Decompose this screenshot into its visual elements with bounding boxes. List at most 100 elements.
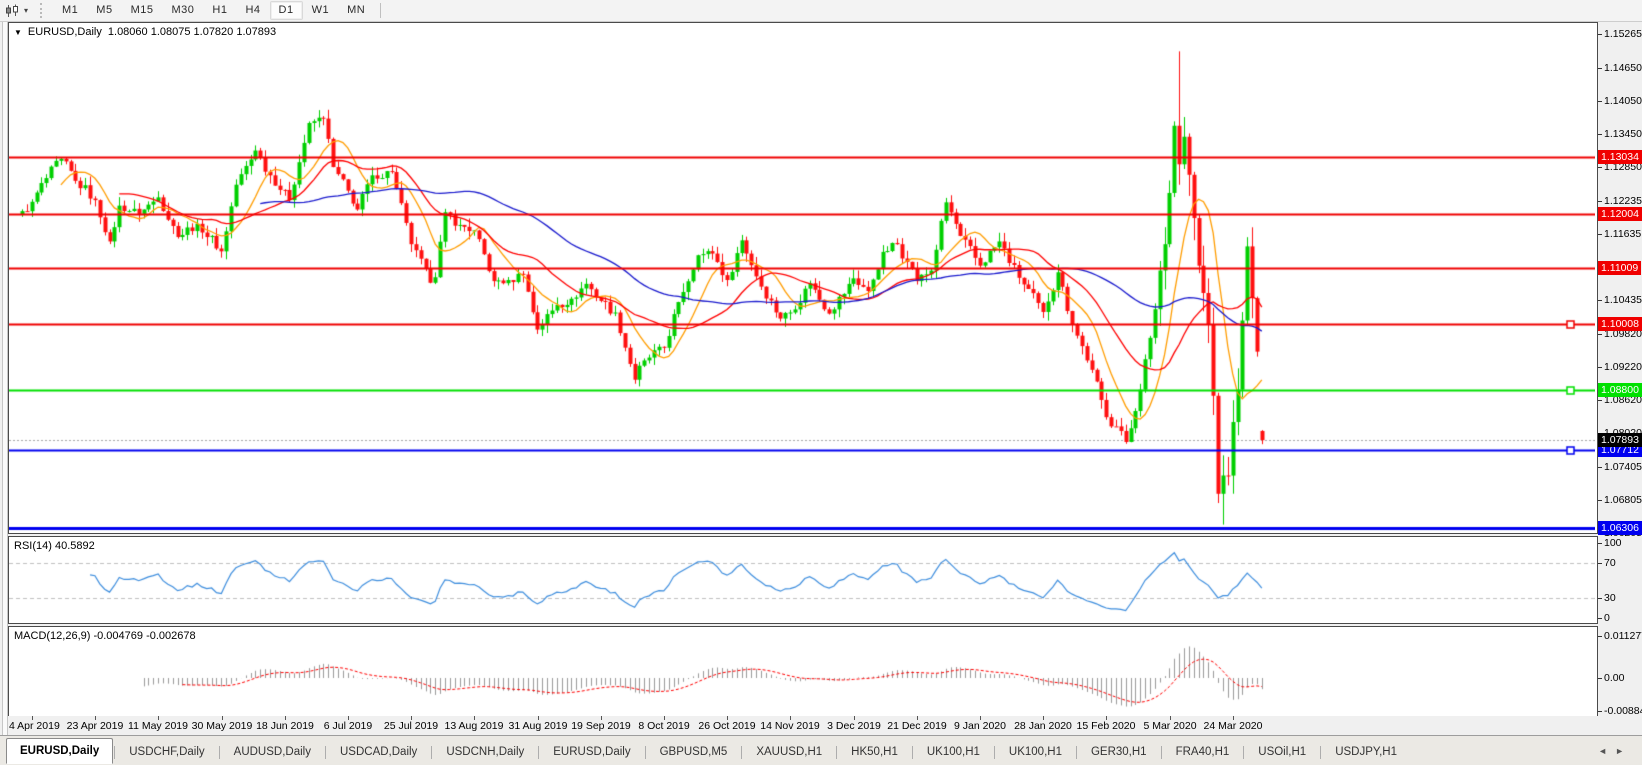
date-label: 31 Aug 2019 xyxy=(508,720,568,732)
chart-tab-uk100-h1[interactable]: UK100,H1 xyxy=(926,746,980,758)
tab-separator xyxy=(431,746,433,759)
tab-separator xyxy=(836,746,838,759)
date-label: 3 Dec 2019 xyxy=(827,720,881,732)
chart-tab-usdcnh-daily[interactable]: USDCNH,Daily xyxy=(446,746,525,758)
tab-separator xyxy=(1160,746,1162,759)
chart-symbol-label: EURUSD,Daily xyxy=(27,26,102,38)
chart-tab-usdjpy-h1[interactable]: USDJPY,H1 xyxy=(1335,746,1397,758)
date-tick-mark xyxy=(917,716,918,720)
chart-tab-hk50-h1[interactable]: HK50,H1 xyxy=(851,746,898,758)
tab-separator xyxy=(911,746,913,759)
date-tick-mark xyxy=(285,716,286,720)
timeframe-toolbar: ▾ M1 M5 M15 M30 H1 H4 D1 W1 MN xyxy=(0,0,1642,22)
chart-tab-usoil-h1[interactable]: USOil,H1 xyxy=(1258,746,1307,758)
chart-tab-bar: ◄► EURUSD,Daily USDCHF,Daily AUDUSD,Daily U… xyxy=(0,735,1642,765)
date-tick-mark xyxy=(222,716,223,720)
date-label: 28 Jan 2020 xyxy=(1014,720,1072,732)
price-tick-label: 1.11635 xyxy=(1597,228,1642,240)
chart-tab-usdcad-daily[interactable]: USDCAD,Daily xyxy=(339,746,418,758)
tab-separator xyxy=(114,746,116,759)
price-tick-label: 1.09820 xyxy=(1598,328,1642,340)
date-label: 30 May 2019 xyxy=(191,720,253,732)
chart-tab-uk100-h1[interactable]: UK100,H1 xyxy=(1008,746,1062,758)
date-tick-mark xyxy=(601,716,602,720)
date-label: 21 Dec 2019 xyxy=(887,720,947,732)
date-label: 15 Feb 2020 xyxy=(1076,720,1136,732)
chart-tab-audusd-daily[interactable]: AUDUSD,Daily xyxy=(233,746,311,758)
date-tick-mark xyxy=(95,716,96,720)
chart-tab-eurusd-daily[interactable]: EURUSD,Daily xyxy=(553,746,631,758)
timeframe-button-h4[interactable]: H4 xyxy=(245,4,261,16)
date-label: 9 Jan 2020 xyxy=(954,720,1006,732)
date-tick-mark xyxy=(32,716,33,720)
price-tick-label: 1.09220 xyxy=(1598,361,1642,374)
current-price-label: 1.07893 xyxy=(1598,433,1642,448)
tab-separator xyxy=(644,746,646,759)
date-tick-mark xyxy=(980,716,981,720)
date-tick-mark xyxy=(854,716,855,720)
date-label: 25 Jul 2019 xyxy=(383,720,439,732)
timeframe-button-mn[interactable]: MN xyxy=(347,4,366,16)
tab-separator xyxy=(1320,746,1322,759)
date-tick-mark xyxy=(790,716,791,720)
date-label: 14 Nov 2019 xyxy=(760,720,820,732)
date-label: 13 Aug 2019 xyxy=(444,720,504,732)
date-tick-mark xyxy=(1106,716,1107,720)
rsi-canvas[interactable] xyxy=(9,537,1595,621)
tab-separator xyxy=(538,746,540,759)
price-tick-label: 1.10435 xyxy=(1598,294,1642,307)
price-tick-label: 1.14650 xyxy=(1598,61,1642,74)
hline-price-label: 1.12004 xyxy=(1598,206,1642,221)
hline-price-label: 1.11009 xyxy=(1598,261,1642,276)
chart-tab-ger30-h1[interactable]: GER30,H1 xyxy=(1090,746,1147,758)
timeframe-button-m5[interactable]: M5 xyxy=(96,4,113,16)
date-axis[interactable]: 4 Apr 2019 23 Apr 2019 11 May 2019 30 May 2… xyxy=(8,716,1598,734)
price-tick-label: 1.12235 xyxy=(1598,194,1642,207)
date-tick-mark xyxy=(158,716,159,720)
main-chart-canvas[interactable] xyxy=(9,23,1595,531)
timeframe-button-m30[interactable]: M30 xyxy=(171,4,195,16)
price-axis[interactable]: 1.15265 1.14650 1.14050 1.13450 1.12850 1.122… xyxy=(1597,22,1642,734)
macd-panel: MACD(12,26,9) -0.004769 -0.002678 xyxy=(8,626,1598,717)
tab-scroll-left-icon[interactable]: ◄ xyxy=(1598,746,1616,756)
timeframe-button-d1[interactable]: D1 xyxy=(269,1,303,20)
date-label: 5 Mar 2020 xyxy=(1143,720,1197,732)
timeframe-button-w1[interactable]: W1 xyxy=(311,4,330,16)
date-label: 23 Apr 2019 xyxy=(66,720,124,732)
rsi-label: RSI(14) 40.5892 xyxy=(14,540,95,552)
macd-tick-label: 0.00 xyxy=(1597,672,1625,684)
chart-tab-eurusd-daily[interactable]: EURUSD,Daily xyxy=(6,738,114,764)
tab-separator xyxy=(1075,746,1077,759)
timeframe-button-m15[interactable]: M15 xyxy=(130,4,154,16)
timeframe-button-m1[interactable]: M1 xyxy=(62,4,79,16)
chart-tab-usdchf-daily[interactable]: USDCHF,Daily xyxy=(129,746,205,758)
date-tick-mark xyxy=(664,716,665,720)
date-tick-mark xyxy=(1043,716,1044,720)
tab-scroll-arrows[interactable]: ◄► xyxy=(1598,746,1632,756)
hline-price-label: 1.06306 xyxy=(1598,520,1642,535)
chart-title: ▼ EURUSD,Daily 1.08060 1.08075 1.07820 1… xyxy=(14,26,276,38)
tab-separator xyxy=(741,746,743,759)
macd-label: MACD(12,26,9) -0.004769 -0.002678 xyxy=(14,630,196,642)
chart-tab-xauusd-h1[interactable]: XAUUSD,H1 xyxy=(756,746,823,758)
toolbar-separator xyxy=(380,3,382,18)
price-tick-label: 1.06805 xyxy=(1598,494,1642,507)
window-left-border xyxy=(2,22,8,762)
toolbar-grip[interactable] xyxy=(40,3,47,18)
date-label: 4 Apr 2019 xyxy=(9,720,60,732)
candlestick-chart-icon xyxy=(6,4,18,17)
timeframe-button-h1[interactable]: H1 xyxy=(212,4,228,16)
rsi-tick-label: 30 xyxy=(1598,592,1616,604)
chart-tab-gbpusd-m5[interactable]: GBPUSD,M5 xyxy=(659,746,728,758)
price-tick-label: 1.14050 xyxy=(1598,94,1642,107)
macd-canvas[interactable] xyxy=(9,627,1595,714)
chart-tab-fra40-h1[interactable]: FRA40,H1 xyxy=(1175,746,1230,758)
hline-price-label: 1.08800 xyxy=(1598,383,1642,398)
date-label: 26 Oct 2019 xyxy=(698,720,756,732)
chart-tool-button[interactable]: ▾ xyxy=(0,0,34,21)
tab-separator xyxy=(993,746,995,759)
collapse-triangle-icon[interactable]: ▼ xyxy=(14,27,22,37)
hline-price-label: 1.13034 xyxy=(1598,149,1642,164)
tab-scroll-right-icon[interactable]: ► xyxy=(1615,746,1632,756)
